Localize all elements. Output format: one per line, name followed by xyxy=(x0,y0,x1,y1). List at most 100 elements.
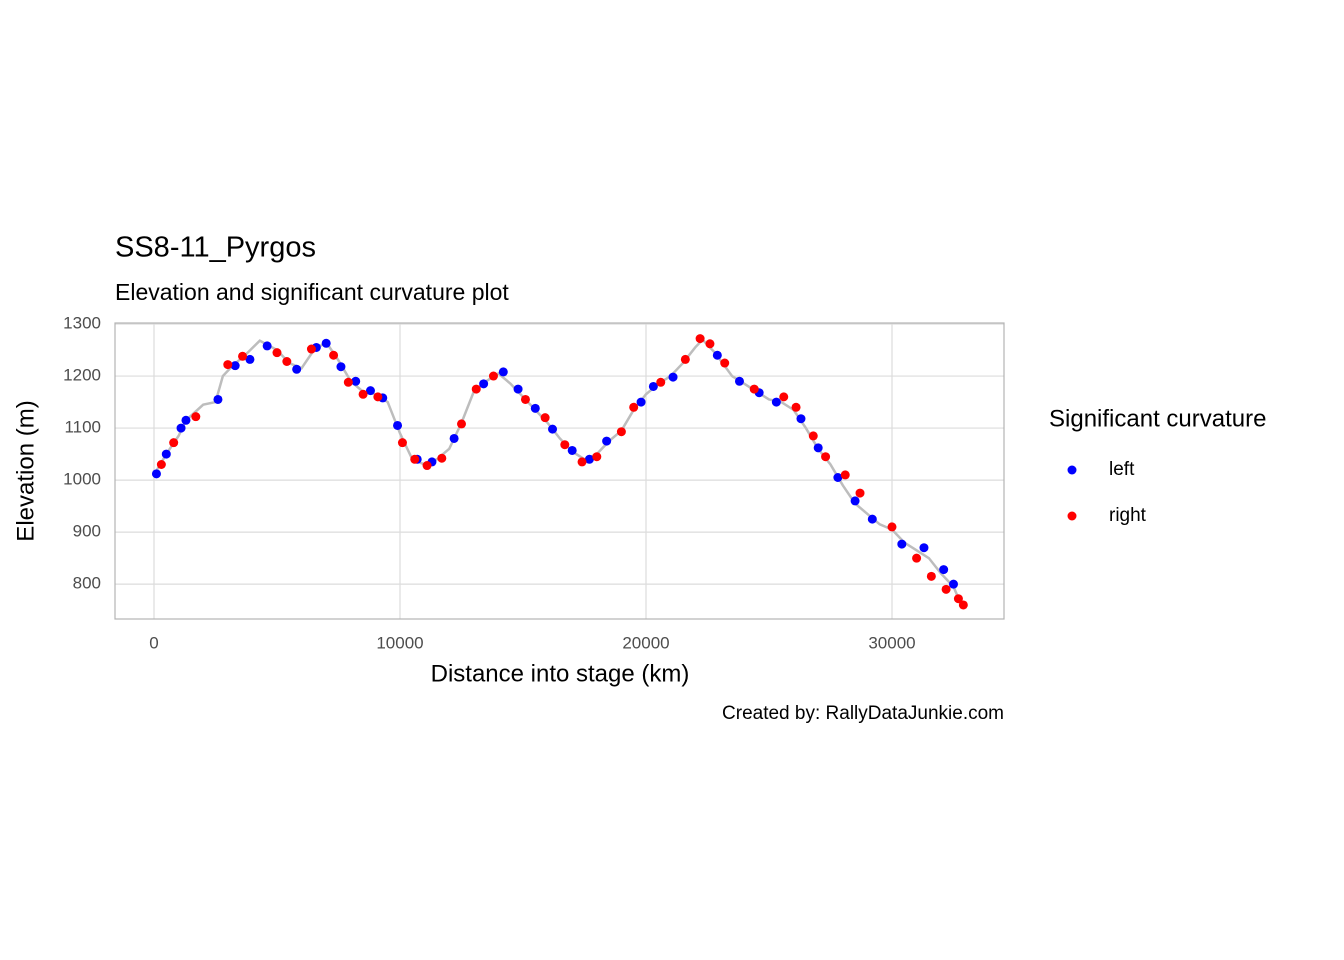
x-tick-label: 0 xyxy=(149,633,158,652)
curvature-point xyxy=(833,473,843,483)
curvature-point xyxy=(771,397,781,407)
curvature-point xyxy=(712,350,722,360)
curvature-point xyxy=(941,584,951,594)
curvature-point xyxy=(705,339,715,349)
curvature-point xyxy=(958,600,968,610)
curvature-point xyxy=(567,445,577,455)
curvature-point xyxy=(602,436,612,446)
curvature-point xyxy=(919,543,929,553)
curvature-point xyxy=(351,376,361,386)
y-tick-label: 900 xyxy=(73,522,101,541)
curvature-point xyxy=(358,389,368,399)
curvature-point xyxy=(796,414,806,424)
curvature-point xyxy=(262,341,272,351)
legend-title: Significant curvature xyxy=(1049,405,1266,432)
legend-marker xyxy=(1067,511,1077,521)
curvature-point xyxy=(181,415,191,425)
curvature-point xyxy=(808,431,818,441)
y-axis-title: Elevation (m) xyxy=(12,400,39,541)
curvature-point xyxy=(488,371,498,381)
curvature-point xyxy=(592,452,602,462)
curvature-point xyxy=(329,350,339,360)
y-tick-label: 1000 xyxy=(63,470,101,489)
curvature-point xyxy=(230,361,240,371)
curvature-point xyxy=(540,413,550,423)
curvature-point xyxy=(629,402,639,412)
curvature-point xyxy=(365,386,375,396)
curvature-point xyxy=(530,403,540,413)
curvature-point xyxy=(321,338,331,348)
curvature-point xyxy=(867,514,877,524)
y-tick-label: 1200 xyxy=(63,366,101,385)
curvature-point xyxy=(191,412,201,422)
curvature-point xyxy=(656,377,666,387)
curvature-point xyxy=(616,427,626,437)
curvature-point xyxy=(948,579,958,589)
curvature-point xyxy=(953,594,963,604)
curvature-point xyxy=(471,384,481,394)
curvature-point xyxy=(238,351,248,361)
curvature-point xyxy=(577,457,587,467)
curvature-point xyxy=(151,469,161,479)
curvature-point xyxy=(213,394,223,404)
curvature-point xyxy=(393,420,403,430)
curvature-point xyxy=(680,354,690,364)
curvature-point xyxy=(373,392,383,402)
plot-border xyxy=(114,322,1005,620)
curvature-point xyxy=(292,364,302,374)
curvature-point xyxy=(813,443,823,453)
y-tick-label: 800 xyxy=(73,574,101,593)
curvature-point xyxy=(636,397,646,407)
curvature-point xyxy=(245,354,255,364)
curvature-point xyxy=(272,348,282,358)
legend-label: right xyxy=(1109,505,1147,526)
curvature-point xyxy=(779,392,789,402)
curvature-point xyxy=(850,496,860,506)
curvature-point xyxy=(410,454,420,464)
curvature-point xyxy=(449,433,459,443)
x-tick-label: 20000 xyxy=(622,633,669,652)
curvature-point xyxy=(520,394,530,404)
legend-label: left xyxy=(1109,459,1135,480)
curvature-point xyxy=(791,402,801,412)
curvature-point xyxy=(336,362,346,372)
curvature-point xyxy=(584,454,594,464)
curvature-point xyxy=(437,453,447,463)
curvature-point xyxy=(343,377,353,387)
curvature-point xyxy=(912,553,922,563)
x-axis-title: Distance into stage (km) xyxy=(431,660,690,687)
curvature-point xyxy=(282,356,292,366)
curvature-point xyxy=(695,334,705,344)
curvature-point xyxy=(176,423,186,433)
curvature-point xyxy=(734,376,744,386)
y-tick-label: 1100 xyxy=(64,418,101,437)
curvature-point xyxy=(897,539,907,549)
curvature-point xyxy=(668,372,678,382)
caption: Created by: RallyDataJunkie.com xyxy=(722,703,1004,724)
chart-subtitle: Elevation and significant curvature plot xyxy=(115,279,509,305)
curvature-point xyxy=(161,449,171,459)
curvature-point xyxy=(749,384,759,394)
curvature-point xyxy=(648,381,658,391)
curvature-point xyxy=(397,438,407,448)
curvature-point xyxy=(498,367,508,377)
curvature-point xyxy=(821,452,831,462)
curvature-point xyxy=(560,440,570,450)
chart-title: SS8-11_Pyrgos xyxy=(115,232,316,264)
curvature-point xyxy=(513,384,523,394)
curvature-point xyxy=(855,488,865,498)
curvature-point xyxy=(306,344,316,354)
curvature-point xyxy=(840,470,850,480)
x-tick-label: 10000 xyxy=(376,633,423,652)
curvature-point xyxy=(156,459,166,469)
curvature-point xyxy=(479,379,489,389)
curvature-point xyxy=(548,424,558,434)
curvature-point xyxy=(720,358,730,368)
curvature-point xyxy=(223,360,233,370)
curvature-point xyxy=(169,438,179,448)
curvature-point xyxy=(422,461,432,471)
curvature-point xyxy=(887,522,897,532)
curvature-point xyxy=(939,565,949,575)
legend-marker xyxy=(1067,465,1077,475)
